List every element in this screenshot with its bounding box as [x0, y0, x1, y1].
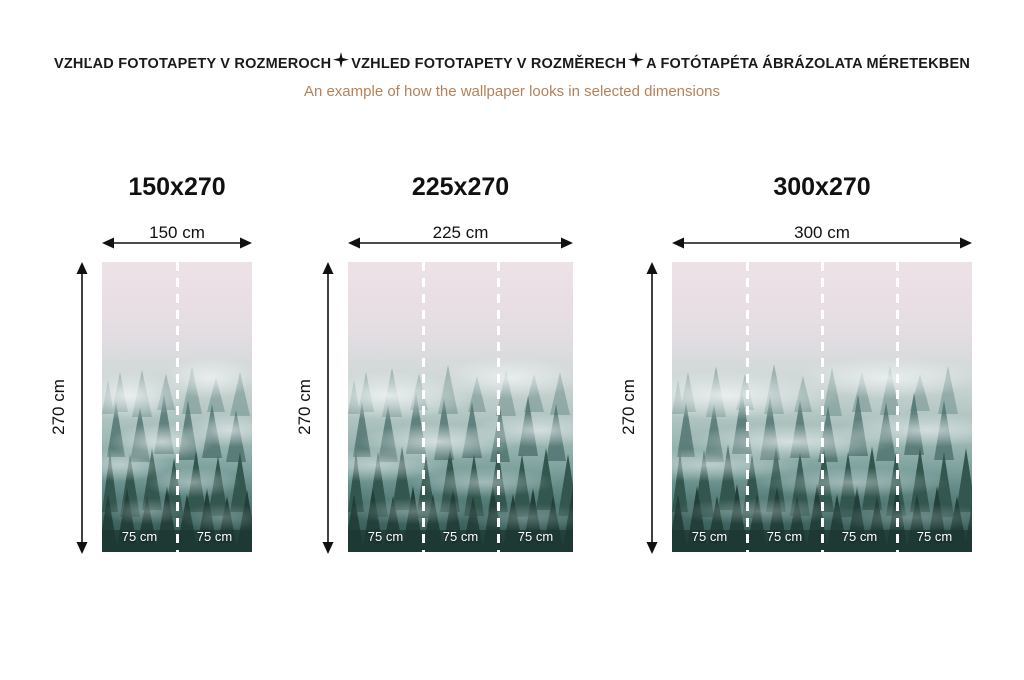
- width-dimension-arrow: [102, 235, 252, 251]
- strip-width-label: 75 cm: [517, 529, 554, 544]
- panel-title: 150x270: [128, 173, 226, 201]
- panel-height-label: 270 cm: [49, 379, 68, 435]
- strip-width-label: 75 cm: [691, 529, 728, 544]
- panel-width-label: 225 cm: [432, 223, 489, 242]
- wallpaper-preview: 75 cm 75 cm: [102, 262, 252, 552]
- page-title-part-hu: A FOTÓTAPÉTA ÁBRÁZOLATA MÉRETEKBEN: [646, 56, 971, 72]
- page-title-part-cs: VZHLED FOTOTAPETY V ROZMĚRECH: [351, 56, 627, 72]
- panel-height-label: 270 cm: [295, 379, 314, 435]
- wallpaper-preview: 75 cm 75 cm 75 cm 75 cm: [672, 262, 972, 552]
- height-dimension-arrow: [644, 262, 660, 554]
- panel-width-label: 300 cm: [794, 223, 850, 242]
- seam-line: [421, 262, 425, 552]
- width-dimension-arrow: [672, 235, 972, 251]
- height-dimension-arrow: [74, 262, 90, 554]
- panel-height-label: 270 cm: [619, 379, 638, 435]
- seam-line: [895, 262, 899, 552]
- strip-width-label: 75 cm: [367, 529, 404, 544]
- panel-title: 225x270: [411, 173, 510, 201]
- page-subtitle: An example of how the wallpaper looks in…: [303, 83, 721, 100]
- seam-line: [745, 262, 749, 552]
- size-panel-150x270: 150x270 150 cm 270 cm: [0, 0, 300, 680]
- seam-line: [820, 262, 824, 552]
- seam-line: [496, 262, 500, 552]
- strip-width-label: 75 cm: [121, 529, 158, 544]
- header: VZHĽAD FOTOTAPETY V ROZMEROCH VZHLED FOT…: [0, 0, 1024, 110]
- sparkle-icon: [628, 52, 645, 68]
- wallpaper-preview: 75 cm 75 cm 75 cm: [348, 262, 573, 552]
- strip-width-label: 75 cm: [442, 529, 479, 544]
- forest-illustration: [348, 262, 573, 552]
- seam-line: [175, 262, 179, 552]
- panel-title: 300x270: [773, 173, 871, 201]
- size-panel-300x270: 300x270 300 cm 270 cm: [619, 0, 1024, 680]
- width-dimension-arrow: [348, 235, 573, 251]
- strip-width-label: 75 cm: [766, 529, 803, 544]
- height-dimension-arrow: [320, 262, 336, 554]
- sparkle-icon: [333, 52, 350, 68]
- page-title: VZHĽAD FOTOTAPETY V ROZMEROCH VZHLED FOT…: [0, 52, 1024, 72]
- strip-width-label: 75 cm: [196, 529, 233, 544]
- strip-width-label: 75 cm: [916, 529, 953, 544]
- size-panel-225x270: 225x270 225 cm 270 cm: [295, 0, 620, 680]
- panel-width-label: 150 cm: [149, 223, 205, 242]
- strip-width-label: 75 cm: [841, 529, 878, 544]
- page-title-part-sk: VZHĽAD FOTOTAPETY V ROZMEROCH: [53, 56, 332, 72]
